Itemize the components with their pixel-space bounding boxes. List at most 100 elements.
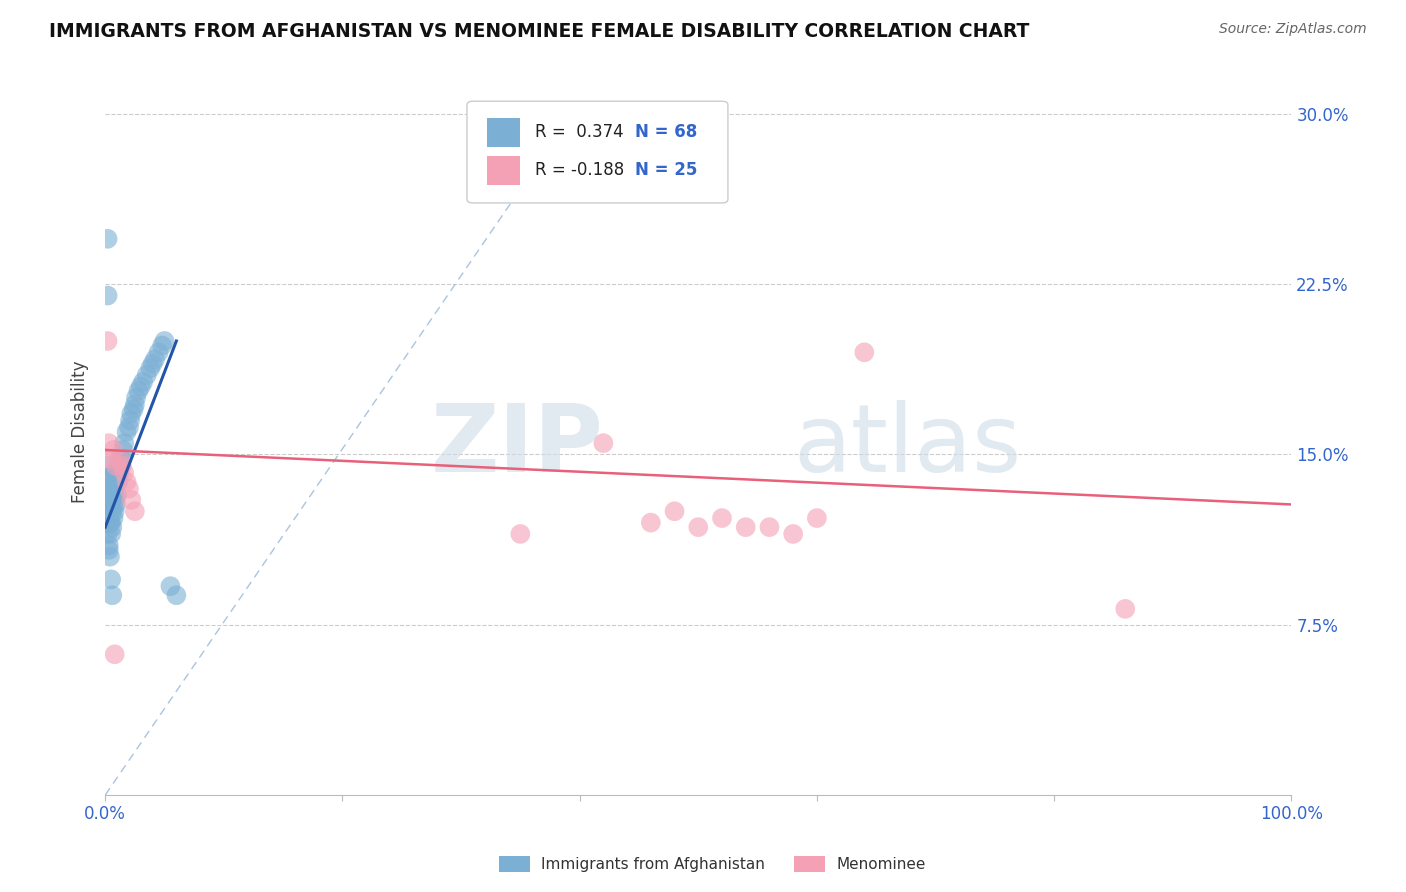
Point [101, 504, 124, 518]
Point [159, 579, 181, 593]
Point [98, 549, 121, 564]
Point [664, 504, 686, 518]
Point [104, 466, 127, 480]
Point [135, 368, 157, 382]
Point [97, 458, 120, 473]
Text: Source: ZipAtlas.com: Source: ZipAtlas.com [1219, 22, 1367, 37]
Point [97, 527, 120, 541]
Point [104, 504, 127, 518]
Point [98, 504, 121, 518]
Text: Menominee: Menominee [837, 857, 927, 871]
Point [103, 442, 125, 457]
Point [104, 458, 127, 473]
Point [112, 466, 135, 480]
Text: R = -0.188: R = -0.188 [534, 161, 624, 179]
Bar [486, 156, 520, 185]
Bar [486, 118, 520, 147]
Point [96, 516, 118, 530]
Point [734, 520, 756, 534]
Point [100, 492, 122, 507]
Text: N = 68: N = 68 [636, 123, 697, 142]
Point [115, 475, 138, 489]
Point [782, 527, 804, 541]
Point [143, 352, 166, 367]
Point [98, 492, 121, 507]
Point [153, 334, 176, 348]
Point [97, 232, 120, 246]
Point [122, 402, 145, 417]
Point [118, 482, 141, 496]
Point [124, 398, 146, 412]
Point [108, 452, 131, 467]
Point [100, 527, 122, 541]
Point [97, 334, 120, 348]
Point [118, 420, 141, 434]
Point [111, 458, 134, 473]
Point [111, 452, 134, 467]
Point [758, 520, 780, 534]
Point [108, 466, 131, 480]
Point [104, 648, 127, 662]
Point [100, 516, 122, 530]
Point [98, 516, 121, 530]
Point [509, 527, 531, 541]
Point [150, 338, 173, 352]
Point [101, 488, 124, 502]
Point [112, 436, 135, 450]
Point [104, 488, 127, 502]
Point [97, 492, 120, 507]
Text: R =  0.374: R = 0.374 [534, 123, 623, 142]
Point [592, 436, 614, 450]
Point [105, 466, 128, 480]
Point [97, 538, 120, 552]
Point [108, 452, 131, 467]
Point [103, 511, 125, 525]
FancyBboxPatch shape [467, 101, 728, 203]
Point [97, 504, 120, 518]
Text: IMMIGRANTS FROM AFGHANISTAN VS MENOMINEE FEMALE DISABILITY CORRELATION CHART: IMMIGRANTS FROM AFGHANISTAN VS MENOMINEE… [49, 22, 1029, 41]
Point [124, 504, 146, 518]
Point [97, 288, 120, 302]
Point [101, 588, 124, 602]
Point [148, 345, 170, 359]
Point [120, 407, 142, 421]
Point [132, 375, 155, 389]
Point [101, 520, 124, 534]
Point [129, 379, 152, 393]
Point [125, 391, 148, 405]
Point [100, 452, 122, 467]
Y-axis label: Female Disability: Female Disability [72, 360, 89, 503]
Point [127, 384, 149, 398]
Text: N = 25: N = 25 [636, 161, 697, 179]
Point [111, 442, 134, 457]
Point [104, 475, 127, 489]
Point [100, 573, 122, 587]
Point [97, 516, 120, 530]
Point [97, 470, 120, 484]
Point [115, 425, 138, 439]
Point [98, 470, 121, 484]
Point [97, 436, 120, 450]
Point [96, 482, 118, 496]
Point [853, 345, 876, 359]
Point [97, 542, 120, 557]
Point [165, 588, 187, 602]
Text: Immigrants from Afghanistan: Immigrants from Afghanistan [541, 857, 765, 871]
Point [640, 516, 662, 530]
Point [806, 511, 828, 525]
Point [97, 482, 120, 496]
Point [1114, 602, 1136, 616]
Point [688, 520, 710, 534]
Point [142, 357, 165, 371]
Point [139, 361, 162, 376]
Point [120, 413, 142, 427]
Point [97, 516, 120, 530]
Point [104, 498, 127, 512]
Point [107, 475, 129, 489]
Point [96, 492, 118, 507]
Point [96, 504, 118, 518]
Text: ZIP: ZIP [430, 401, 603, 492]
Point [711, 511, 734, 525]
Point [97, 504, 120, 518]
Text: atlas: atlas [793, 401, 1021, 492]
